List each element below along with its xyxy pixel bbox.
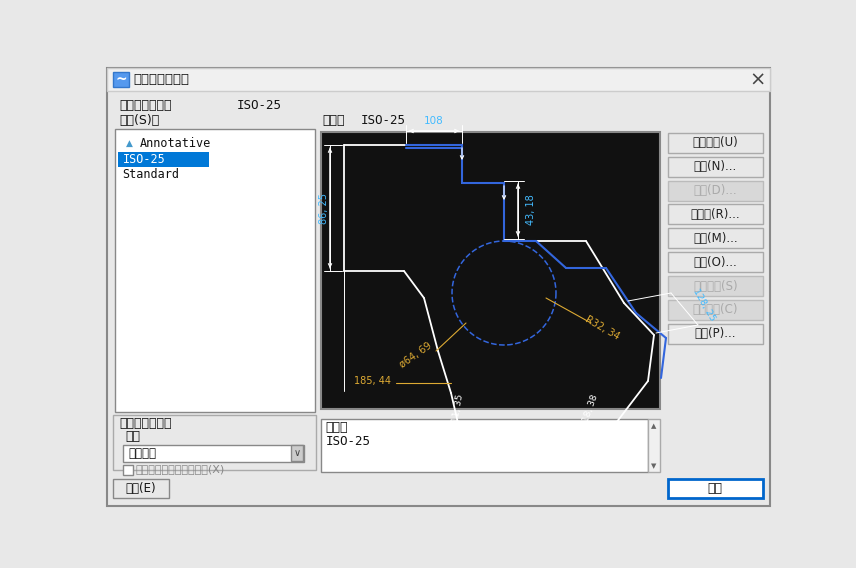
Text: 说明：: 说明： [325, 421, 348, 435]
Bar [122, 445, 304, 462]
Text: ISO-25: ISO-25 [361, 114, 407, 127]
Text: 预览：: 预览： [323, 114, 345, 127]
Text: ×: × [750, 70, 766, 89]
Text: 当前标注样式：: 当前标注样式： [119, 99, 172, 112]
Text: 128, 25: 128, 25 [691, 287, 716, 323]
Text: 18, 38: 18, 38 [581, 393, 599, 423]
Bar [668, 181, 763, 201]
Text: Annotative: Annotative [140, 137, 211, 150]
Bar [668, 133, 763, 153]
Text: 108: 108 [424, 116, 444, 126]
Text: 不列出外部参照中的样式(X): 不列出外部参照中的样式(X) [135, 464, 225, 474]
Bar [668, 204, 763, 224]
Bar [113, 479, 169, 498]
Text: 列出: 列出 [126, 431, 140, 444]
Text: 删除(D)...: 删除(D)... [693, 184, 737, 197]
Text: 修改(M)...: 修改(M)... [693, 232, 738, 245]
Text: ▲: ▲ [651, 423, 657, 429]
Bar [122, 465, 133, 475]
Text: 43, 18: 43, 18 [526, 195, 536, 225]
Text: 关闭: 关闭 [708, 482, 722, 495]
Bar [668, 228, 763, 248]
Text: ∨: ∨ [294, 448, 300, 458]
Bar [118, 152, 210, 167]
Text: 清除替代(C): 清除替代(C) [693, 303, 738, 316]
Text: 标注样式管理器: 标注样式管理器 [134, 73, 189, 86]
Text: 比较(P)...: 比较(P)... [694, 327, 736, 340]
Text: 重命名(R)...: 重命名(R)... [691, 208, 740, 221]
Bar [113, 72, 128, 87]
Bar [668, 300, 763, 320]
Bar [291, 445, 303, 461]
Bar [115, 129, 315, 412]
Text: 置为当前(U): 置为当前(U) [693, 136, 738, 149]
Text: 替代(O)...: 替代(O)... [693, 256, 737, 269]
Text: ISO-25: ISO-25 [237, 99, 282, 112]
Text: 所有样式: 所有样式 [128, 446, 157, 460]
Text: 样式(S)：: 样式(S)： [119, 114, 160, 127]
Bar [668, 157, 763, 177]
Bar [107, 68, 770, 91]
Bar [668, 324, 763, 344]
Text: ▲: ▲ [126, 139, 133, 148]
Text: ø64, 69: ø64, 69 [398, 340, 434, 370]
Text: 样式显示选项：: 样式显示选项： [119, 417, 172, 431]
Text: 新建(N)...: 新建(N)... [693, 160, 737, 173]
Text: 185, 44: 185, 44 [354, 376, 391, 386]
Text: 86, 25: 86, 25 [319, 193, 329, 223]
Bar [113, 415, 316, 470]
Text: ▼: ▼ [651, 463, 657, 469]
Text: 保存替代(S): 保存替代(S) [693, 279, 738, 293]
Text: ~: ~ [116, 73, 127, 87]
Bar [668, 252, 763, 272]
Text: Standard: Standard [122, 168, 180, 181]
Bar [648, 419, 660, 473]
Bar [321, 419, 648, 473]
Text: ISO-25: ISO-25 [325, 435, 371, 448]
Text: ISO-25: ISO-25 [122, 153, 165, 165]
Text: 11, 35: 11, 35 [451, 393, 465, 423]
Bar [321, 132, 660, 410]
Text: R32, 34: R32, 34 [584, 314, 621, 342]
Bar [668, 479, 763, 498]
Bar [668, 276, 763, 296]
Text: 帮助(E): 帮助(E) [126, 482, 157, 495]
